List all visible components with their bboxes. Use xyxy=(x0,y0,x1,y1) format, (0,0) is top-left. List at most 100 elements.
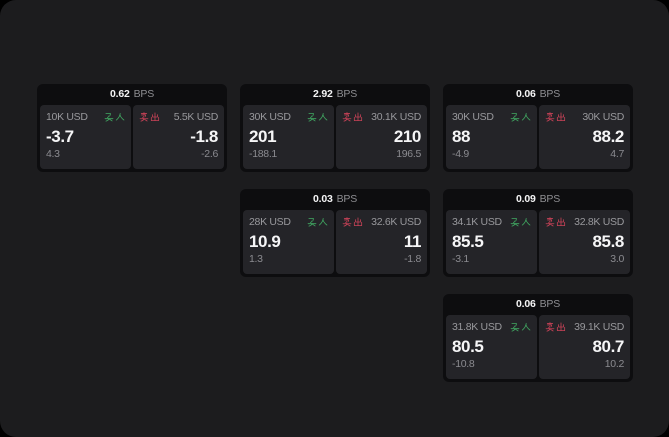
quote-card[interactable]: 0.62 BPS 10K USD xyxy=(37,84,227,172)
buy-price: 80.5 xyxy=(452,337,484,356)
sell-glyph-mai-icon xyxy=(139,112,149,122)
sell-tile-header: 卖出 5.5K USD xyxy=(139,111,218,123)
card-header: 0.06 BPS xyxy=(446,294,630,315)
bps-value: 2.92 xyxy=(312,88,333,100)
card-body: 10K USD xyxy=(40,105,224,169)
buy-amount: 10K USD xyxy=(46,111,88,123)
buy-price: 88 xyxy=(452,127,471,146)
buy-quote-tile[interactable]: 34.1K USD xyxy=(446,210,537,274)
sell-quote-tile[interactable]: 卖出 30.1K USD 210 196.5 xyxy=(336,105,427,169)
quote-cards-grid: 0.62 BPS 10K USD xyxy=(37,84,633,382)
sell-delta: -1.8 xyxy=(404,253,421,265)
sell-glyph-chu-icon xyxy=(353,112,363,121)
bps-value: 0.06 xyxy=(515,88,536,100)
buy-tile-header: 30K USD xyxy=(249,111,328,123)
sell-tile-header: 卖出 32.6K USD xyxy=(342,216,421,228)
buy-price: 201 xyxy=(249,127,277,146)
sell-delta: 10.2 xyxy=(604,358,625,370)
sell-quote-tile[interactable]: 卖出 32.6K USD 11 -1.8 xyxy=(336,210,427,274)
buy-side-label: 买入 xyxy=(510,217,531,227)
sell-price: 80.7 xyxy=(592,337,625,356)
quote-card[interactable]: 0.06 BPS 31.8K USD xyxy=(443,294,633,382)
buy-glyph-mai-icon xyxy=(510,323,520,332)
buy-price: 85.5 xyxy=(452,232,484,251)
buy-glyph-mai-icon xyxy=(510,218,520,227)
quote-card[interactable]: 0.06 BPS 30K USD xyxy=(443,84,633,172)
sell-quote-tile[interactable]: 卖出 32.8K USD 85.8 3.0 xyxy=(539,210,630,274)
buy-glyph-ru-icon xyxy=(318,113,328,121)
sell-delta: -2.6 xyxy=(201,148,218,160)
sell-price: 210 xyxy=(393,127,422,146)
sell-side-label: 卖出 xyxy=(545,322,566,332)
buy-quote-tile[interactable]: 10K USD xyxy=(40,105,131,169)
card-header: 0.62 BPS xyxy=(40,84,224,105)
sell-delta: 4.7 xyxy=(610,148,624,160)
buy-quote-tile[interactable]: 28K USD xyxy=(243,210,334,274)
buy-glyph-mai-icon xyxy=(510,113,520,122)
sell-glyph-mai-icon xyxy=(342,112,352,122)
buy-tile-header: 31.8K USD xyxy=(452,321,531,333)
quote-card[interactable]: 0.03 BPS 28K USD xyxy=(240,189,430,277)
card-body: 31.8K USD xyxy=(446,315,630,379)
quote-card[interactable]: 0.09 BPS 34.1K USD xyxy=(443,189,633,277)
sell-quote-tile[interactable]: 卖出 30K USD 88.2 4.7 xyxy=(539,105,630,169)
buy-quote-tile[interactable]: 30K USD xyxy=(243,105,334,169)
sell-price: 88.2 xyxy=(592,127,625,146)
buy-tile-header: 30K USD xyxy=(452,111,531,123)
buy-tile-header: 34.1K USD xyxy=(452,216,531,228)
buy-delta: -10.8 xyxy=(452,358,475,370)
sell-tile-header: 卖出 30.1K USD xyxy=(342,111,421,123)
card-body: 30K USD xyxy=(446,105,630,169)
buy-amount: 30K USD xyxy=(249,111,291,123)
card-header: 2.92 BPS xyxy=(243,84,427,105)
sell-amount: 5.5K USD xyxy=(173,111,219,123)
buy-side-label: 买入 xyxy=(307,217,328,227)
sell-glyph-chu-icon xyxy=(556,112,566,121)
buy-amount: 28K USD xyxy=(249,216,291,228)
buy-price: -3.7 xyxy=(46,127,74,146)
sell-side-label: 卖出 xyxy=(545,217,566,227)
sell-side-label: 卖出 xyxy=(342,217,363,227)
card-header: 0.06 BPS xyxy=(446,84,630,105)
buy-glyph-ru-icon xyxy=(521,218,531,226)
card-body: 28K USD xyxy=(243,210,427,274)
sell-tile-header: 卖出 32.8K USD xyxy=(545,216,624,228)
buy-amount: 34.1K USD xyxy=(452,216,502,228)
quote-card[interactable]: 2.92 BPS 30K USD xyxy=(240,84,430,172)
bps-unit-label: BPS xyxy=(336,193,358,205)
sell-amount: 32.6K USD xyxy=(371,216,421,228)
sell-glyph-mai-icon xyxy=(342,217,352,227)
buy-glyph-mai-icon xyxy=(307,113,317,122)
buy-side-label: 买入 xyxy=(104,112,125,122)
sell-amount: 30.1K USD xyxy=(371,111,421,123)
buy-side-label: 买入 xyxy=(510,112,531,122)
buy-side-label: 买入 xyxy=(510,322,531,332)
sell-glyph-mai-icon xyxy=(545,322,555,332)
bps-value: 0.62 xyxy=(109,88,130,100)
buy-quote-tile[interactable]: 31.8K USD xyxy=(446,315,537,379)
sell-price: -1.8 xyxy=(190,127,218,146)
sell-glyph-chu-icon xyxy=(150,112,160,121)
buy-glyph-ru-icon xyxy=(115,113,125,121)
sell-quote-tile[interactable]: 卖出 5.5K USD -1.8 -2.6 xyxy=(133,105,224,169)
sell-side-label: 卖出 xyxy=(342,112,363,122)
buy-tile-header: 28K USD xyxy=(249,216,328,228)
buy-glyph-ru-icon xyxy=(521,113,531,121)
sell-side-label: 卖出 xyxy=(139,112,160,122)
buy-glyph-ru-icon xyxy=(318,218,328,226)
bps-unit-label: BPS xyxy=(133,88,155,100)
sell-price: 85.8 xyxy=(592,232,625,251)
buy-glyph-ru-icon xyxy=(521,323,531,331)
sell-side-label: 卖出 xyxy=(545,112,566,122)
buy-glyph-mai-icon xyxy=(307,218,317,227)
buy-quote-tile[interactable]: 30K USD xyxy=(446,105,537,169)
buy-tile-header: 10K USD xyxy=(46,111,125,123)
sell-quote-tile[interactable]: 卖出 39.1K USD 80.7 10.2 xyxy=(539,315,630,379)
sell-price: 11 xyxy=(403,232,422,251)
sell-amount: 30K USD xyxy=(582,111,624,123)
bps-value: 0.03 xyxy=(312,193,333,205)
sell-tile-header: 卖出 39.1K USD xyxy=(545,321,624,333)
buy-delta: 4.3 xyxy=(46,148,60,160)
sell-glyph-mai-icon xyxy=(545,112,555,122)
sell-delta: 196.5 xyxy=(396,148,421,160)
